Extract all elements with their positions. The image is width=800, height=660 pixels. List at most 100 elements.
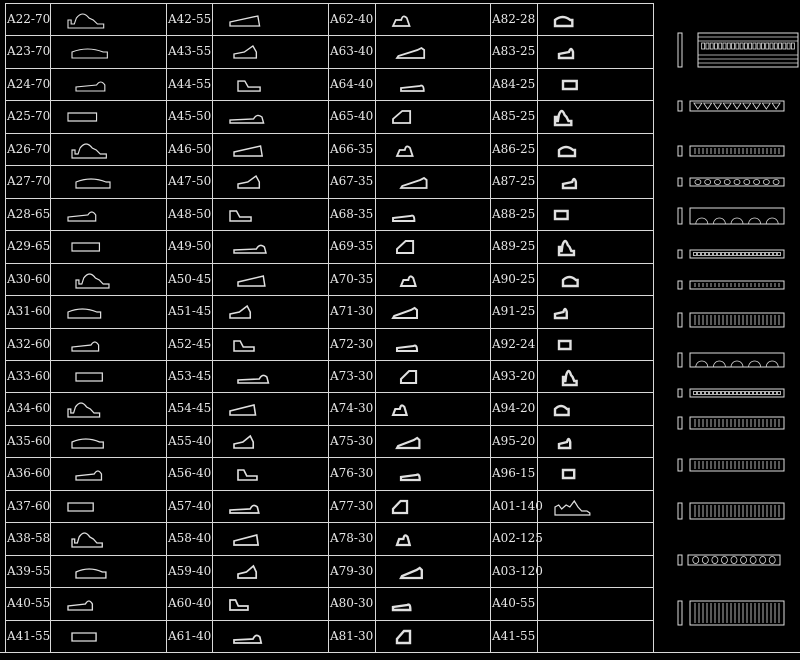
row-divider <box>5 68 654 69</box>
profile-code-label: A52-45 <box>168 337 212 351</box>
profile-code-label: A82-28 <box>492 12 536 26</box>
profile-code-label: A67-35 <box>330 174 374 188</box>
profile-code-label: A46-50 <box>168 142 212 156</box>
profile-code-label: A77-30 <box>330 499 374 513</box>
profile-code-label: A41-55 <box>492 629 536 643</box>
molding-profile-drawing <box>397 533 418 549</box>
profile-code-label: A01-140 <box>492 499 543 513</box>
profile-code-label: A38-58 <box>7 531 51 545</box>
profile-code-label: A55-40 <box>168 434 212 448</box>
ornament-strip-circle <box>677 177 785 187</box>
molding-profile-drawing <box>76 566 111 582</box>
profile-code-label: A94-20 <box>492 401 536 415</box>
ornament-strip-triangle <box>677 100 785 112</box>
molding-profile-drawing <box>76 468 112 484</box>
molding-profile-drawing <box>393 598 413 614</box>
molding-profile-drawing <box>555 403 571 419</box>
row-divider <box>5 263 654 264</box>
molding-profile-drawing <box>234 241 266 257</box>
molding-profile-drawing <box>72 631 106 647</box>
molding-profile-drawing <box>234 436 264 452</box>
molding-profile-drawing <box>68 209 108 225</box>
molding-profile-drawing <box>76 176 116 192</box>
profile-code-label: A84-25 <box>492 77 536 91</box>
profile-code-label: A50-45 <box>168 272 212 286</box>
molding-profile-drawing <box>555 306 572 322</box>
molding-profile-drawing <box>563 176 581 192</box>
profile-code-label: A86-25 <box>492 142 536 156</box>
profile-code-label: A66-35 <box>330 142 374 156</box>
molding-profile-drawing <box>397 339 421 355</box>
molding-profile-drawing <box>555 111 574 127</box>
molding-profile-drawing <box>401 79 428 95</box>
profile-code-label: A88-25 <box>492 207 536 221</box>
molding-profile-drawing <box>238 468 267 484</box>
molding-profile-drawing <box>563 468 579 484</box>
molding-profile-drawing <box>72 46 114 62</box>
molding-profile-drawing <box>234 144 267 160</box>
profile-code-label: A76-30 <box>330 466 374 480</box>
row-divider <box>5 100 654 101</box>
molding-profile-drawing <box>393 14 421 30</box>
profile-code-label: A28-65 <box>7 207 51 221</box>
molding-profile-drawing <box>563 274 580 290</box>
molding-profile-drawing <box>230 306 261 322</box>
profile-code-label: A27-70 <box>7 174 51 188</box>
profile-code-label: A62-40 <box>330 12 374 26</box>
molding-profile-drawing <box>238 371 268 387</box>
row-divider <box>5 425 654 426</box>
molding-profile-drawing <box>234 533 262 549</box>
profile-code-label: A29-65 <box>7 239 51 253</box>
molding-profile-drawing <box>238 176 271 192</box>
molding-profile-drawing <box>234 46 268 62</box>
molding-profile-drawing <box>555 209 573 225</box>
molding-profile-drawing <box>397 631 417 647</box>
profile-code-label: A43-55 <box>168 44 212 58</box>
molding-profile-drawing <box>68 111 109 127</box>
row-divider <box>5 490 654 491</box>
molding-profile-drawing <box>68 403 105 419</box>
profile-code-label: A57-40 <box>168 499 212 513</box>
row-divider <box>5 457 654 458</box>
profile-code-label: A78-30 <box>330 531 374 545</box>
molding-profile-drawing <box>401 371 424 387</box>
profile-code-label: A71-30 <box>330 304 374 318</box>
profile-code-label: A39-55 <box>7 564 51 578</box>
molding-profile-drawing <box>72 339 110 355</box>
profile-code-label: A51-45 <box>168 304 212 318</box>
profile-code-label: A81-30 <box>330 629 374 643</box>
row-divider <box>5 165 654 166</box>
molding-profile-drawing <box>76 371 114 387</box>
molding-profile-drawing <box>76 79 117 95</box>
profile-code-label: A23-70 <box>7 44 51 58</box>
profile-code-label: A72-30 <box>330 337 374 351</box>
molding-profile-drawing <box>230 598 258 614</box>
profile-code-label: A34-60 <box>7 401 51 415</box>
profile-code-label: A69-35 <box>330 239 374 253</box>
molding-profile-drawing <box>230 403 260 419</box>
molding-profile-drawing <box>563 79 583 95</box>
molding-profile-drawing <box>401 274 425 290</box>
ornament-strip-panel <box>677 32 799 626</box>
row-divider <box>5 230 654 231</box>
profile-code-label: A25-70 <box>7 109 51 123</box>
profile-code-label: A96-15 <box>492 466 536 480</box>
profile-code-label: A56-40 <box>168 466 212 480</box>
profile-code-label: A79-30 <box>330 564 374 578</box>
row-divider <box>5 295 654 296</box>
profile-code-label: A70-35 <box>330 272 374 286</box>
molding-profile-drawing <box>397 241 422 257</box>
profile-code-label: A68-35 <box>330 207 374 221</box>
row-divider <box>5 360 654 361</box>
row-divider <box>5 133 654 134</box>
profile-code-label: A73-30 <box>330 369 374 383</box>
molding-profile-drawing <box>559 144 578 160</box>
molding-profile-drawing <box>230 111 264 127</box>
molding-profile-drawing <box>238 274 270 290</box>
profile-code-label: A35-60 <box>7 434 51 448</box>
molding-profile-drawing <box>68 598 103 614</box>
row-divider <box>5 328 654 329</box>
profile-code-label: A87-25 <box>492 174 536 188</box>
molding-profile-drawing <box>230 209 262 225</box>
